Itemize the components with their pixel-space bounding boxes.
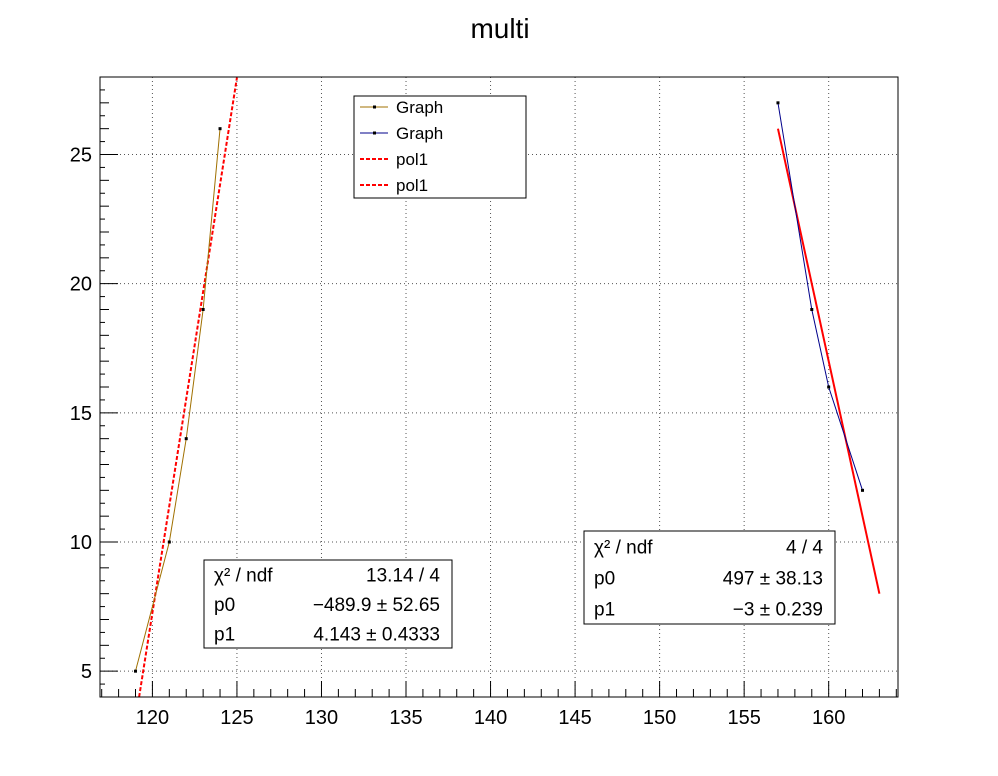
data-point	[201, 308, 205, 311]
legend-label: pol1	[396, 150, 428, 169]
x-tick-label: 145	[558, 707, 591, 729]
data-point	[184, 437, 188, 441]
data-point	[860, 488, 864, 492]
legend-box	[353, 95, 527, 199]
stat-label: p0	[594, 569, 615, 590]
x-tick-label: 135	[389, 707, 422, 729]
stat-value: −3 ± 0.239	[733, 600, 823, 621]
fit-stat-boxes: χ² / ndf 13.14 / 4 p0 −489.9 ± 52.65 p1 4.143…	[203, 530, 836, 649]
x-tick-label: 120	[136, 707, 169, 729]
graph-line-2	[777, 102, 863, 491]
data-point	[810, 308, 814, 311]
legend: Graph Graph pol1 pol1	[353, 95, 527, 199]
x-tick-label: 130	[305, 707, 338, 729]
y-tick-label: 5	[81, 661, 92, 683]
x-tick-label: 125	[220, 707, 253, 729]
stat-label: p1	[594, 600, 615, 621]
x-tick-label: 160	[812, 707, 845, 729]
stat-label: χ² / ndf	[214, 566, 273, 587]
legend-label: pol1	[396, 176, 428, 195]
y-tick-label: 10	[70, 532, 92, 554]
stat-label: χ² / ndf	[594, 538, 653, 559]
y-tick-label: 25	[70, 145, 92, 167]
stat-value: 4 / 4	[786, 538, 823, 559]
legend-marker	[373, 105, 376, 109]
data-point	[134, 669, 138, 673]
legend-marker	[373, 131, 376, 135]
stat-label: p0	[214, 595, 235, 616]
stat-value: 4.143 ± 0.4333	[313, 624, 440, 645]
x-tick-label: 140	[474, 707, 507, 729]
stat-box-2	[583, 530, 836, 625]
x-tick-label: 155	[727, 707, 760, 729]
data-point	[776, 101, 780, 105]
stat-value: −489.9 ± 52.65	[313, 595, 440, 616]
stat-value: 13.14 / 4	[366, 566, 440, 587]
y-tick-label: 15	[70, 403, 92, 425]
data-point	[827, 385, 831, 389]
data-point	[167, 540, 171, 544]
chart-title: multi	[470, 13, 529, 44]
data-point	[218, 127, 222, 131]
stat-label: p1	[214, 624, 235, 645]
y-tick-label: 20	[70, 274, 92, 296]
plot-area	[134, 77, 881, 698]
stat-value: 497 ± 38.13	[723, 569, 823, 590]
legend-label: Graph	[396, 124, 443, 143]
legend-label: Graph	[396, 98, 443, 117]
axes: 120 125 130 135 140 145 150 155 160 5 10 15 20 25	[70, 76, 899, 729]
x-tick-label: 150	[643, 707, 676, 729]
stat-box-1	[203, 559, 453, 649]
